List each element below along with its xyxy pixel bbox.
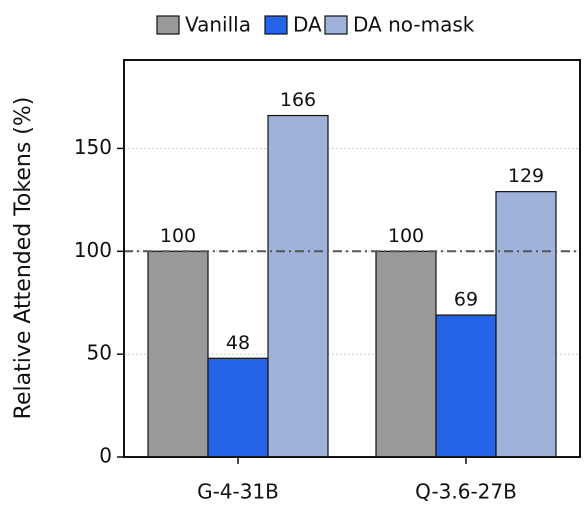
bar [207, 357, 269, 458]
value-label: 69 [454, 289, 478, 311]
y-axis-label: Relative Attended Tokens (%) [11, 97, 36, 420]
legend-swatch [264, 15, 288, 35]
legend-swatch [156, 15, 180, 35]
x-tick-label: Q-3.6-27B [415, 480, 517, 504]
value-label: 48 [226, 332, 250, 354]
x-tick-label: G-4-31B [197, 480, 279, 504]
bar [495, 191, 557, 458]
y-tick-label: 0 [99, 444, 112, 468]
value-label: 129 [508, 165, 544, 187]
value-label: 166 [280, 89, 316, 111]
y-tick-label: 50 [87, 341, 112, 365]
legend-label: DA [293, 13, 322, 37]
value-label: 100 [160, 225, 196, 247]
legend-label: DA no-mask [353, 13, 475, 37]
bar [435, 314, 497, 458]
legend-swatch [324, 15, 348, 35]
value-label: 100 [388, 225, 424, 247]
y-tick-label: 150 [74, 135, 112, 159]
y-tick-label: 100 [74, 238, 112, 262]
bar [147, 250, 209, 458]
legend-label: Vanilla [185, 13, 251, 37]
bar [267, 114, 329, 458]
axes-frame [123, 59, 581, 458]
bar [375, 250, 437, 458]
